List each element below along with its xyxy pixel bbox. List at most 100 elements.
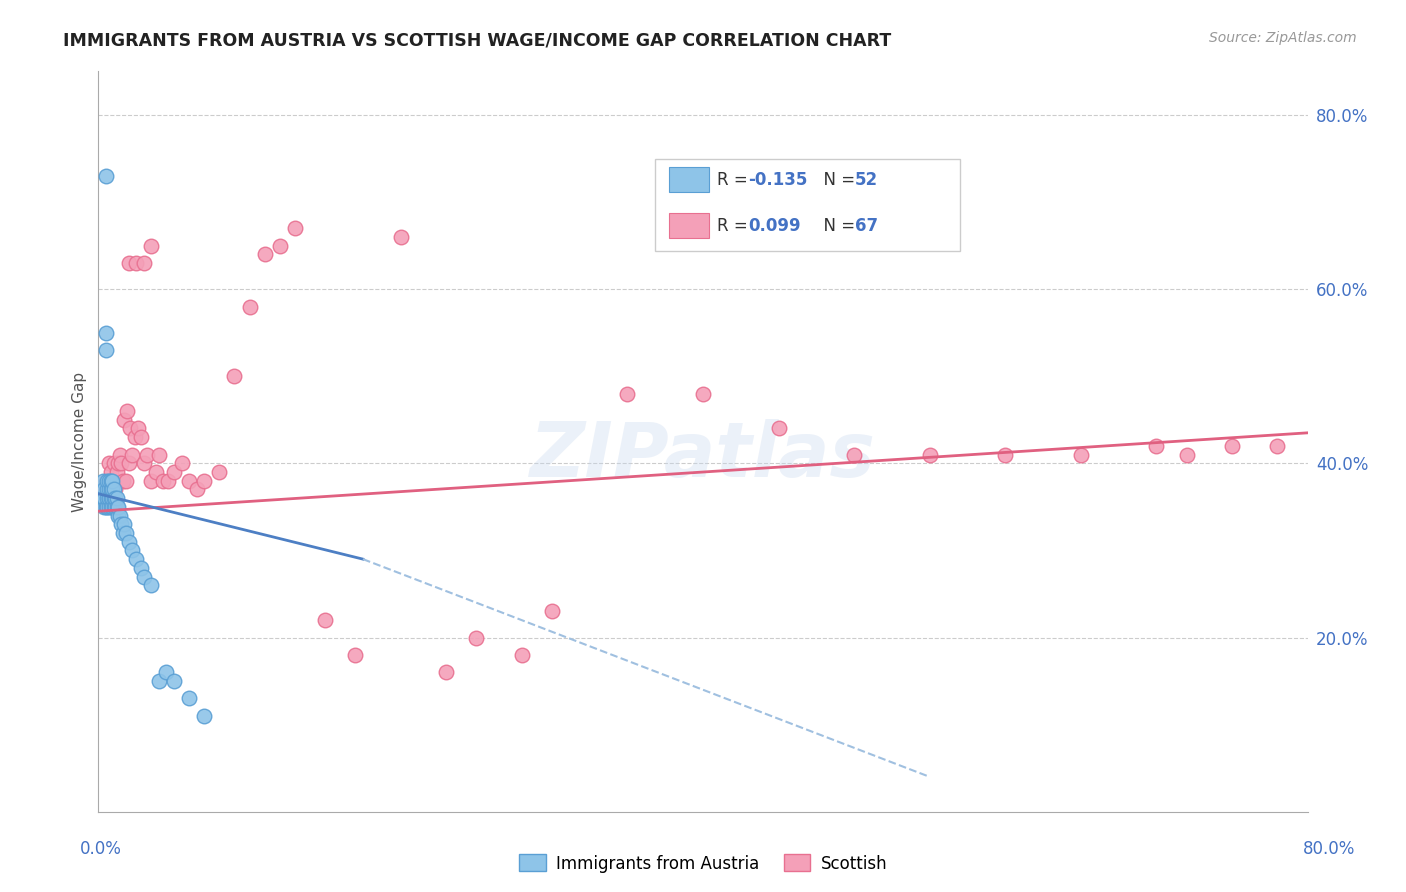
Point: [107, 508, 129, 523]
Point: [120, 421, 142, 435]
Point: [94, 500, 117, 514]
Point: [105, 491, 128, 505]
Point: [284, 221, 307, 235]
Point: [163, 674, 186, 689]
Point: [93, 483, 115, 497]
Point: [193, 709, 215, 723]
Point: [101, 474, 124, 488]
Point: [141, 474, 163, 488]
Point: [96, 500, 118, 514]
Point: [768, 421, 790, 435]
Point: [132, 256, 155, 270]
Point: [344, 648, 367, 662]
Point: [91, 474, 114, 488]
Point: [129, 430, 152, 444]
Point: [101, 474, 124, 488]
Point: [844, 448, 866, 462]
Point: [239, 300, 262, 314]
Point: [105, 465, 128, 479]
Point: [269, 238, 291, 252]
Point: [540, 604, 562, 618]
Text: 80.0%: 80.0%: [1302, 840, 1355, 858]
Point: [127, 421, 149, 435]
Point: [314, 613, 336, 627]
Point: [98, 474, 121, 488]
Point: [101, 483, 124, 497]
Point: [100, 500, 122, 514]
Point: [994, 448, 1017, 462]
Point: [96, 491, 118, 505]
Text: 0.099: 0.099: [748, 217, 800, 235]
Point: [152, 474, 174, 488]
Point: [132, 456, 155, 470]
Point: [103, 500, 125, 514]
Point: [98, 491, 121, 505]
Point: [93, 483, 115, 497]
Point: [94, 169, 117, 183]
Text: R =: R =: [717, 217, 754, 235]
Point: [90, 491, 112, 505]
Point: [107, 500, 129, 514]
Y-axis label: Wage/Income Gap: Wage/Income Gap: [72, 371, 87, 512]
Point: [100, 491, 122, 505]
Text: N =: N =: [813, 170, 860, 188]
Point: [132, 569, 155, 583]
Point: [692, 386, 714, 401]
Text: ZIPatlas: ZIPatlas: [530, 419, 876, 493]
Point: [100, 483, 122, 497]
Point: [148, 448, 170, 462]
Point: [1220, 439, 1243, 453]
Point: [148, 674, 170, 689]
Point: [510, 648, 533, 662]
Point: [105, 500, 128, 514]
Legend: Immigrants from Austria, Scottish: Immigrants from Austria, Scottish: [512, 847, 894, 880]
Text: 52: 52: [855, 170, 877, 188]
Point: [434, 665, 457, 680]
Point: [96, 474, 118, 488]
Point: [94, 343, 117, 357]
Point: [170, 456, 193, 470]
Point: [104, 483, 127, 497]
Point: [125, 552, 148, 566]
Point: [103, 456, 125, 470]
Point: [91, 491, 114, 505]
Point: [1267, 439, 1289, 453]
Point: [93, 491, 115, 505]
Point: [108, 508, 131, 523]
Point: [125, 256, 148, 270]
Point: [114, 474, 136, 488]
Point: [193, 474, 215, 488]
Point: [101, 491, 124, 505]
Point: [96, 483, 118, 497]
Point: [111, 526, 134, 541]
Point: [179, 691, 201, 706]
Point: [96, 474, 118, 488]
Point: [253, 247, 276, 261]
Point: [110, 517, 132, 532]
Point: [100, 483, 122, 497]
Point: [103, 483, 125, 497]
Point: [163, 465, 186, 479]
Point: [112, 517, 135, 532]
Point: [115, 404, 138, 418]
Point: [103, 491, 125, 505]
Point: [94, 474, 117, 488]
Point: [118, 256, 141, 270]
Point: [94, 491, 117, 505]
Point: [94, 326, 117, 340]
Point: [101, 500, 124, 514]
Point: [98, 456, 121, 470]
Point: [1070, 448, 1092, 462]
Point: [465, 631, 488, 645]
Point: [135, 448, 157, 462]
Point: [141, 578, 163, 592]
Text: Source: ZipAtlas.com: Source: ZipAtlas.com: [1209, 31, 1357, 45]
Point: [145, 465, 167, 479]
Point: [104, 500, 127, 514]
Point: [108, 448, 131, 462]
Point: [111, 474, 134, 488]
Point: [104, 491, 127, 505]
Text: 67: 67: [855, 217, 877, 235]
Point: [100, 465, 122, 479]
Text: -0.135: -0.135: [748, 170, 807, 188]
